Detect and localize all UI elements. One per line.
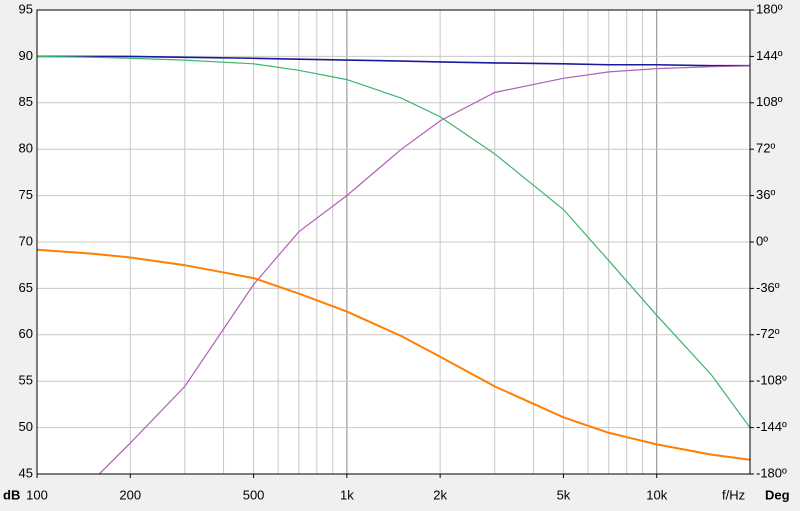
x-axis-label: f/Hz (722, 487, 745, 502)
lines (37, 55, 750, 474)
x-tick-label: 2k (433, 487, 447, 502)
x-tick-label: 10k (646, 487, 667, 502)
y2-tick-label: 36º (756, 187, 775, 202)
x-tick-label: 100 (26, 487, 48, 502)
grid (36, 9, 751, 475)
y-tick-label: 80 (19, 141, 33, 156)
y-tick-label: 70 (19, 233, 33, 248)
y2-tick-label: -144º (756, 419, 787, 434)
series-line (98, 65, 750, 474)
y2-axis-label: Deg (765, 487, 790, 502)
series-line (37, 248, 750, 461)
y-tick-label: 65 (19, 280, 33, 295)
y-tick-label: 90 (19, 48, 33, 63)
y2-tick-label: 108º (756, 94, 783, 109)
y2-tick-label: -36º (756, 280, 780, 295)
y-tick-label: 85 (19, 94, 33, 109)
y-axis-label: dB (3, 487, 20, 502)
y2-tick-label: -108º (756, 373, 787, 388)
series-line (37, 55, 750, 67)
y-tick-label: 60 (19, 326, 33, 341)
y2-tick-label: 72º (756, 141, 775, 156)
y2-tick-label: -180º (756, 465, 787, 480)
x-tick-label: 500 (243, 487, 265, 502)
x-tick-label: 5k (557, 487, 571, 502)
y2-tick-label: 180º (756, 1, 783, 16)
y-tick-label: 55 (19, 373, 33, 388)
x-tick-label: 200 (119, 487, 141, 502)
y-tick-label: 75 (19, 187, 33, 202)
y2-tick-label: -72º (756, 326, 780, 341)
y-tick-label: 50 (19, 419, 33, 434)
x-tick-label: 1k (340, 487, 354, 502)
y2-tick-label: 0º (756, 233, 768, 248)
y-tick-label: 95 (19, 1, 33, 16)
y2-tick-label: 144º (756, 48, 783, 63)
series-line (37, 55, 750, 428)
y-tick-label: 45 (19, 465, 33, 480)
